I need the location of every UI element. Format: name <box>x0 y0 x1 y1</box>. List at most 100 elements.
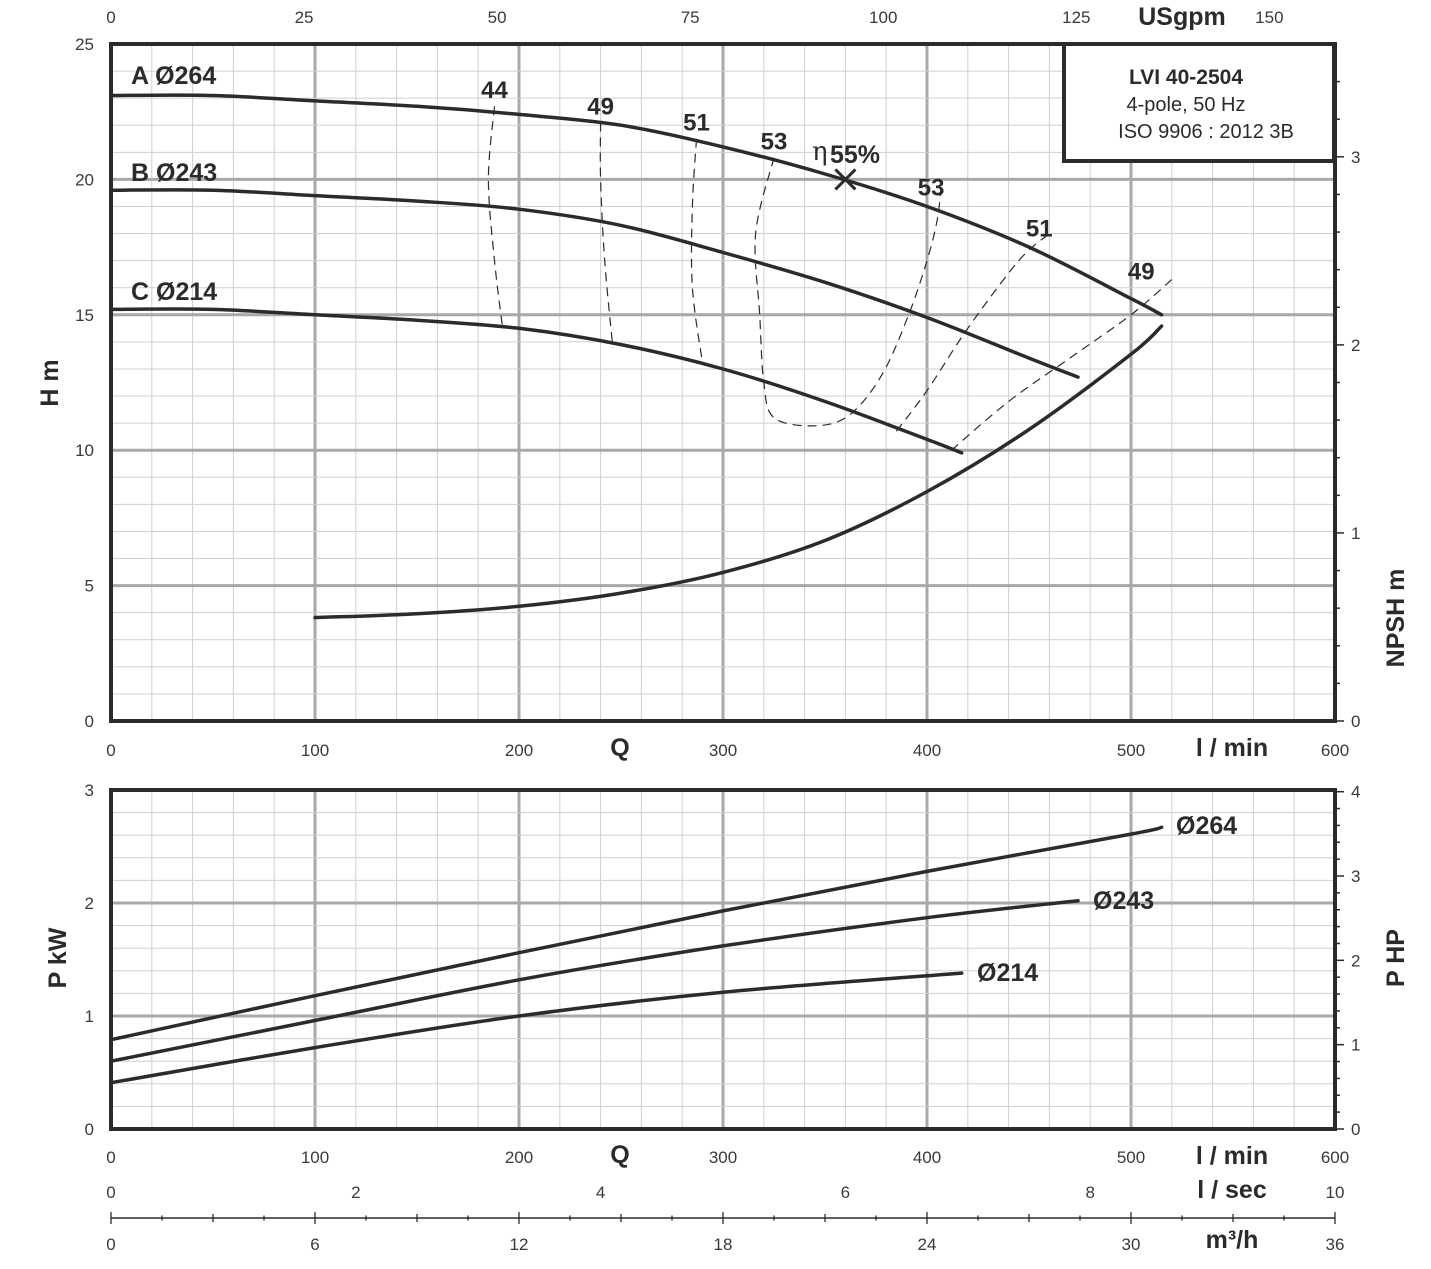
y2-tick-label: 4 <box>1351 783 1360 802</box>
m3h-tick-label: 18 <box>714 1235 733 1254</box>
lsec-tick-label: 4 <box>596 1183 605 1202</box>
model-info-box: LVI 40-2504 4-pole, 50 Hz ISO 9906 : 201… <box>1062 42 1336 163</box>
x-axis-letter-q-top: Q <box>610 734 629 762</box>
y2-tick-label: 2 <box>1351 336 1360 355</box>
x-tick-label: 0 <box>106 1148 115 1167</box>
model-subtitle-1: 4-pole, 50 Hz <box>1127 94 1246 116</box>
npsh-curve <box>313 324 1164 620</box>
m3h-tick-label: 24 <box>918 1235 937 1254</box>
head-curve-1 <box>109 188 1080 379</box>
top-axis-title: USgpm <box>1138 3 1226 31</box>
efficiency-label: 53 <box>761 129 788 156</box>
x-tick-label: 400 <box>913 741 941 760</box>
x-tick-label: 500 <box>1117 741 1145 760</box>
x-tick-label: 600 <box>1321 1148 1349 1167</box>
y-tick-label: 0 <box>85 712 94 731</box>
y-tick-label: 15 <box>75 306 94 325</box>
y-tick-label: 10 <box>75 441 94 460</box>
head-curve-0 <box>109 93 1164 317</box>
y-tick-label: 0 <box>85 1120 94 1139</box>
power-label-243: Ø243 <box>1093 887 1154 915</box>
x-tick-label: 300 <box>709 741 737 760</box>
power-curve-1 <box>109 898 1080 1063</box>
head-curve-2 <box>109 307 964 455</box>
efficiency-label: 44 <box>481 77 508 104</box>
top-tick-label: 75 <box>681 8 700 27</box>
grid <box>109 42 1337 1131</box>
curves <box>109 93 1173 1085</box>
power-curve-0 <box>109 825 1164 1042</box>
efficiency-contour-53 <box>754 157 942 427</box>
efficiency-label: 49 <box>587 93 614 120</box>
top-tick-label: 25 <box>295 8 314 27</box>
x-tick-label: 400 <box>913 1148 941 1167</box>
m3h-tick-label: 6 <box>310 1235 319 1254</box>
x-tick-label: 200 <box>505 1148 533 1167</box>
x-tick-label: 500 <box>1117 1148 1145 1167</box>
y-tick-label: 3 <box>85 781 94 800</box>
y-tick-label: 5 <box>85 577 94 596</box>
x-tick-label: 100 <box>301 741 329 760</box>
curve-label-c: C Ø214 <box>131 278 217 306</box>
x-tick-label: 100 <box>301 1148 329 1167</box>
y-tick-label: 1 <box>85 1007 94 1026</box>
x-axis-title-lsec: l / sec <box>1197 1176 1267 1204</box>
y2-tick-label: 0 <box>1351 1120 1360 1139</box>
top-tick-label: 100 <box>869 8 897 27</box>
model-title: LVI 40-2504 <box>1129 66 1243 89</box>
m3h-tick-label: 12 <box>510 1235 529 1254</box>
x-tick-label: 600 <box>1321 741 1349 760</box>
top-tick-label: 0 <box>106 8 115 27</box>
x-axis-letter-q-bottom: Q <box>610 1141 629 1169</box>
x-axis-title-bottom: l / min <box>1196 1142 1268 1170</box>
x-axis-title-top: l / min <box>1196 734 1268 762</box>
model-subtitle-2: ISO 9906 : 2012 3B <box>1118 121 1294 143</box>
x-tick-label: 0 <box>106 741 115 760</box>
efficiency-contour-49 <box>951 279 1173 451</box>
y2-tick-label: 3 <box>1351 867 1360 886</box>
top-tick-label: 50 <box>488 8 507 27</box>
power-label-264: Ø264 <box>1176 812 1237 840</box>
y-tick-label: 25 <box>75 35 94 54</box>
lsec-tick-label: 6 <box>841 1183 850 1202</box>
bep-marker <box>834 168 857 191</box>
y2-tick-label: 1 <box>1351 524 1360 543</box>
efficiency-label: 51 <box>1026 215 1053 242</box>
curve-label-b: B Ø243 <box>131 159 217 187</box>
y2-tick-label: 0 <box>1351 712 1360 731</box>
efficiency-label: 51 <box>683 110 710 137</box>
lsec-tick-label: 2 <box>351 1183 360 1202</box>
top-tick-label: 150 <box>1255 8 1283 27</box>
efficiency-label: 49 <box>1128 259 1155 286</box>
curve-label-a: A Ø264 <box>131 62 216 90</box>
lsec-tick-label: 0 <box>106 1183 115 1202</box>
y2-tick-label: 2 <box>1351 951 1360 970</box>
efficiency-contour-51 <box>690 138 704 364</box>
power-label-214: Ø214 <box>977 959 1038 987</box>
y-tick-label: 2 <box>85 894 94 913</box>
power-curve-2 <box>109 971 964 1085</box>
efficiency-label: 53 <box>918 175 945 202</box>
y2-axis-title-npsh: NPSH m <box>1382 569 1410 668</box>
efficiency-contour-51 <box>895 233 1050 432</box>
bep-efficiency-label: 55% <box>830 141 880 169</box>
plot-frames <box>109 42 1344 1224</box>
y-axis-title-head: H m <box>36 359 64 406</box>
m3h-tick-label: 36 <box>1326 1235 1345 1254</box>
lsec-tick-label: 8 <box>1085 1183 1094 1202</box>
x-tick-label: 300 <box>709 1148 737 1167</box>
m3h-tick-label: 0 <box>106 1235 115 1254</box>
x-tick-label: 200 <box>505 741 533 760</box>
m3h-tick-label: 30 <box>1122 1235 1141 1254</box>
top-tick-label: 125 <box>1062 8 1090 27</box>
y2-tick-label: 1 <box>1351 1036 1360 1055</box>
x-axis-title-m3h: m³/h <box>1206 1226 1259 1254</box>
y-tick-label: 20 <box>75 170 94 189</box>
lsec-tick-label: 10 <box>1326 1183 1345 1202</box>
eta-symbol: η <box>812 137 828 167</box>
power-plot-frame <box>109 788 1337 1131</box>
y2-tick-label: 3 <box>1351 148 1360 167</box>
y2-axis-title-hp: P HP <box>1382 929 1410 987</box>
